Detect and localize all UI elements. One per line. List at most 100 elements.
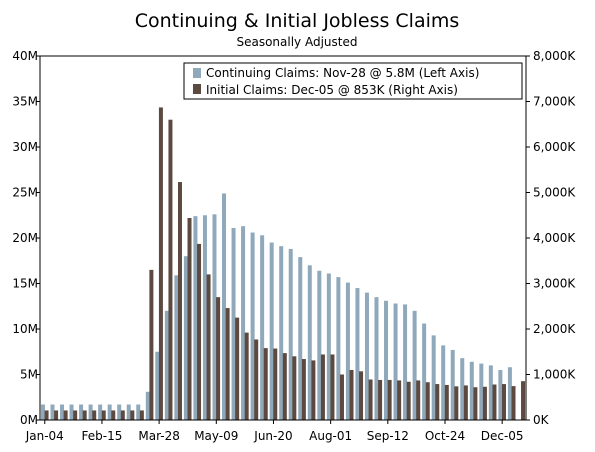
initial-claims-bar [435,384,440,420]
initial-claims-bar [463,385,468,420]
left-tick-label: 10M [12,322,38,336]
continuing-claims-bar [488,365,493,420]
continuing-claims-bar [164,310,169,420]
initial-claims-bar [482,386,487,420]
right-tick-label: 4,000K [533,231,576,245]
initial-claims-bar [139,410,144,420]
continuing-claims-bar [174,275,179,420]
left-tick-label: 30M [12,140,38,154]
initial-claims-bar [320,354,325,420]
legend: Continuing Claims: Nov-28 @ 5.8M (Left A… [183,62,523,100]
x-tick-label: Feb-15 [82,429,123,443]
right-tick-label: 6,000K [533,140,576,154]
initial-claims-bar [235,317,240,421]
continuing-claims-bar [107,404,112,420]
continuing-claims-bar [241,226,246,420]
initial-claims-bar [511,386,516,420]
continuing-claims-bar [136,404,141,420]
initial-claims-bar [359,371,364,420]
continuing-claims-bar [117,404,122,420]
initial-claims-bar [225,308,230,420]
initial-claims-bar [282,353,287,420]
initial-claims-bar [216,297,221,420]
initial-claims-bar [244,332,249,420]
continuing-claims-bar [98,404,103,420]
bars-group [40,107,526,421]
initial-claims-bar [378,379,383,420]
continuing-claims-bar [498,369,503,420]
initial-claims-bar [301,359,306,420]
initial-claims-bar [339,374,344,420]
initial-claims-bar [54,410,59,420]
continuing-claims-bar [222,193,227,420]
x-axis: Jan-04 Feb-15 Mar-28 May-09 Jun-20 Aug-01 Sep-… [25,420,524,443]
right-tick-label: 0K [533,413,550,427]
continuing-claims-bar [260,235,265,420]
initial-claims-bar [311,360,316,420]
continuing-claims-bar [79,404,84,420]
continuing-claims-bar [507,367,512,420]
continuing-claims-bar [364,292,369,420]
right-tick-label: 1,000K [533,368,576,382]
left-tick-label: 20M [12,231,38,245]
continuing-claims-bar [374,297,379,420]
initial-claims-bar [521,381,526,420]
right-tick-label: 5,000K [533,186,576,200]
legend-box [183,62,523,100]
initial-claims-bar [82,410,87,420]
initial-claims-bar [197,243,202,420]
legend-label-initial: Initial Claims: Dec-05 @ 853K (Right Axi… [206,83,458,97]
left-tick-label: 0M [20,413,38,427]
continuing-claims-bar [336,277,341,420]
initial-claims-bar [273,348,278,420]
continuing-claims-bar [422,323,427,420]
continuing-claims-bar [384,300,389,420]
continuing-claims-bar [50,404,55,420]
initial-claims-bar [473,387,478,420]
initial-claims-bar [263,348,268,420]
continuing-claims-bar [345,282,350,420]
continuing-claims-bar [307,265,312,420]
initial-claims-bar [425,382,430,420]
initial-claims-bar [330,354,335,420]
x-tick-label: Aug-01 [309,429,352,443]
chart-subtitle: Seasonally Adjusted [236,35,357,49]
x-tick-label: Mar-28 [138,429,179,443]
continuing-claims-bar [317,270,322,420]
right-tick-label: 3,000K [533,277,576,291]
initial-claims-bar [187,217,192,420]
initial-claims-bar [492,384,497,420]
continuing-claims-bar [355,288,360,420]
continuing-claims-bar [250,232,255,420]
continuing-claims-bar [288,248,293,420]
x-tick-label: Oct-24 [425,429,465,443]
chart-title: Continuing & Initial Jobless Claims [135,10,460,32]
initial-claims-bar [130,410,135,420]
continuing-claims-bar [393,303,398,420]
continuing-claims-bar [69,404,74,420]
right-axis: 0K 1,000K 2,000K 3,000K 4,000K 5,000K 6,000K 7,… [526,49,576,427]
legend-swatch-continuing [193,68,201,78]
continuing-claims-bar [60,404,65,420]
x-tick-label: Sep-12 [367,429,409,443]
continuing-claims-bar [193,216,198,420]
continuing-claims-bar [88,404,93,420]
x-tick-label: Jan-04 [25,429,64,443]
continuing-claims-bar [326,273,331,420]
continuing-claims-bar [279,246,284,420]
left-tick-label: 25M [12,186,38,200]
initial-claims-bar [254,339,259,420]
initial-claims-bar [149,269,154,420]
initial-claims-bar [206,274,211,420]
initial-claims-bar [168,119,173,420]
continuing-claims-bar [155,351,160,420]
continuing-claims-bar [460,358,465,420]
continuing-claims-bar [403,304,408,420]
initial-claims-bar [158,107,163,421]
left-tick-label: 5M [20,368,38,382]
x-tick-label: Jun-20 [253,429,292,443]
continuing-claims-bar [40,404,45,420]
right-tick-label: 2,000K [533,322,576,336]
